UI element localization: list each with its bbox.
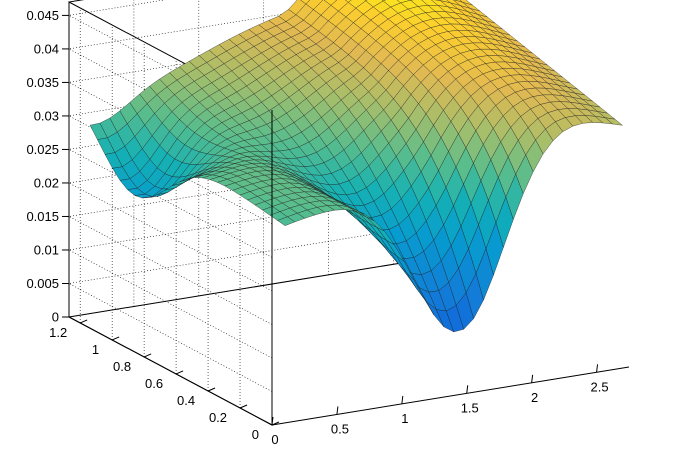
x-tick <box>271 416 274 426</box>
x-tick-label: 2.5 <box>591 379 609 394</box>
surface-plot <box>89 0 624 333</box>
y-tick-label: 1.2 <box>49 325 67 340</box>
y-tick <box>79 319 88 324</box>
z-tick-label: 0 <box>52 310 59 325</box>
y-tick-label: 0 <box>252 427 259 442</box>
z-tick-label: 0.015 <box>26 209 59 224</box>
axis-frame <box>68 2 630 426</box>
y-tick-label: 0.8 <box>113 359 131 374</box>
x-tick-label: 0 <box>271 432 278 447</box>
y-axis-line <box>68 316 273 426</box>
x-tick-label: 1.5 <box>461 400 479 415</box>
y-tick-label: 0.6 <box>145 376 163 391</box>
z-grid-line <box>68 258 427 426</box>
y-tick <box>271 421 280 426</box>
x-tick-label: 1 <box>401 411 408 426</box>
x-tick <box>336 406 339 415</box>
x-tick-label: 0.5 <box>331 421 349 436</box>
x-axis-line <box>271 366 630 426</box>
x-tick <box>596 364 599 373</box>
z-tick-label: 0.025 <box>26 142 59 157</box>
y-tick-label: 0.4 <box>177 393 195 408</box>
z-tick-label: 0.045 <box>26 8 59 23</box>
y-tick <box>111 336 120 341</box>
z-tick-label: 0.035 <box>26 75 59 90</box>
x-tick <box>401 395 404 404</box>
y-tick-label: 0.2 <box>209 410 227 425</box>
x-tick <box>531 374 534 383</box>
surface-cell <box>345 0 352 3</box>
surface-cell <box>277 216 296 226</box>
x-tick <box>466 385 469 394</box>
z-tick-label: 0.04 <box>34 41 59 56</box>
z-tick-label: 0.02 <box>34 175 59 190</box>
y-tick-label: 1 <box>92 342 99 357</box>
y-tick <box>143 353 152 358</box>
z-grid-line <box>68 225 427 392</box>
z-tick-label: 0.005 <box>26 276 59 291</box>
y-tick <box>239 404 248 409</box>
z-tick-label: 0.03 <box>34 108 59 123</box>
y-tick <box>175 370 184 375</box>
y-tick <box>207 387 216 392</box>
x-tick-label: 2 <box>531 390 538 405</box>
z-tick-label: 0.01 <box>34 242 59 257</box>
axis-ticks: 0 0.005 0.01 0.015 0.02 0.025 0.03 0.035 0.04 0.0… <box>26 8 608 447</box>
